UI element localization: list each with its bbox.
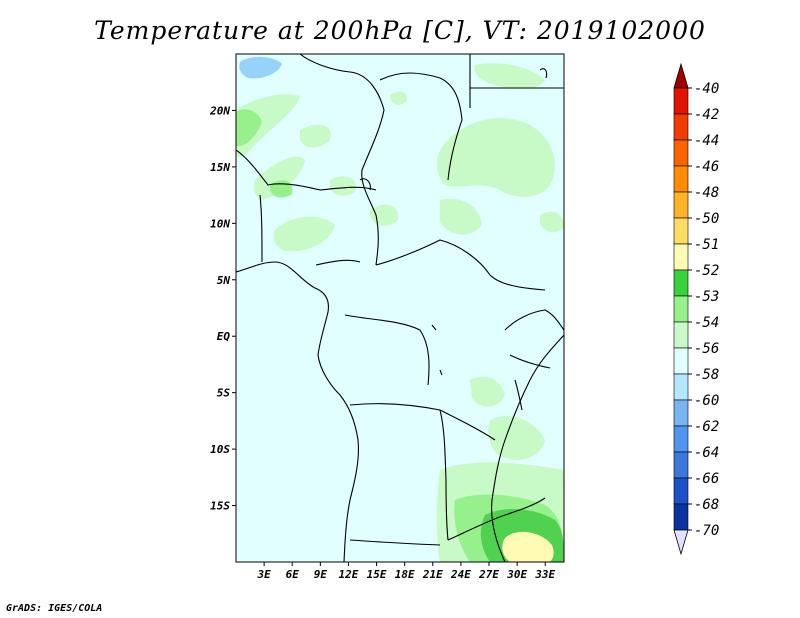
lon-tick-label: 12E <box>339 568 359 581</box>
colorbar-label: -53 <box>694 289 719 305</box>
colorbar-label: -50 <box>694 211 719 227</box>
colorbar-swatch <box>673 87 689 115</box>
lon-tick-label: 27E <box>478 568 499 581</box>
lon-tick-label: 30E <box>506 568 527 581</box>
colorbar-swatch <box>673 243 689 271</box>
lon-tick-label: 33E <box>534 568 555 581</box>
colorbar-label: -44 <box>694 133 719 149</box>
colorbar-swatch <box>673 451 689 479</box>
lat-tick-label: EQ <box>217 330 231 343</box>
lat-tick-label: 20N <box>209 104 230 117</box>
colorbar-label: -46 <box>694 159 719 175</box>
lat-tick-label: 10N <box>210 217 230 230</box>
colorbar-swatch <box>673 191 689 219</box>
colorbar-bottom-cap <box>673 529 689 556</box>
colorbar-swatch <box>673 217 689 245</box>
colorbar-label: -68 <box>694 497 719 513</box>
lon-tick-label: 21E <box>422 568 443 581</box>
lat-tick-label: 10S <box>210 443 230 456</box>
colorbar-top-cap <box>673 62 689 89</box>
lon-tick-label: 24E <box>450 568 471 581</box>
field-patch-cold <box>239 56 282 79</box>
colorbar-label: -48 <box>694 185 719 201</box>
colorbar-swatch <box>673 477 689 505</box>
lon-tick-label: 3E <box>256 568 271 581</box>
lat-tick-label: 15S <box>210 500 230 513</box>
chart-title: Temperature at 200hPa [C], VT: 201910200… <box>94 16 706 45</box>
colorbar-label: -64 <box>694 445 719 461</box>
colorbar-swatch <box>673 113 689 141</box>
temperature-field <box>236 54 564 562</box>
colorbar-swatch <box>673 347 689 375</box>
colorbar-label: -56 <box>694 341 719 357</box>
lon-tick-label: 15E <box>367 568 387 581</box>
colorbar-swatch <box>673 373 689 401</box>
colorbar-swatch <box>673 503 689 531</box>
lon-tick-label: 6E <box>286 568 300 581</box>
lon-tick-label: 18E <box>395 568 415 581</box>
colorbar: -40 -42 -44 -46 -48 -50 -51 -52 -53 -54 -56 -58 -60 -… <box>673 62 719 556</box>
colorbar-swatch <box>673 399 689 427</box>
map-frame <box>235 53 565 563</box>
field-level-51-patch <box>502 531 554 562</box>
lat-tick-label: 5S <box>217 387 231 400</box>
lat-tick-label: 15N <box>210 161 230 174</box>
colorbar-label: -60 <box>694 393 719 409</box>
colorbar-swatch <box>673 295 689 323</box>
colorbar-swatch <box>673 321 689 349</box>
coastlines-and-borders <box>236 54 564 562</box>
colorbar-swatch <box>673 425 689 453</box>
colorbar-label: -66 <box>694 471 719 487</box>
colorbar-swatch <box>673 139 689 167</box>
colorbar-label: -40 <box>694 81 719 97</box>
lon-tick-label: 9E <box>314 568 328 581</box>
longitude-ticks: 3E 6E 9E 12E 15E 18E 21E 24E 27E 30E 33E <box>256 562 556 581</box>
colorbar-swatch <box>673 165 689 193</box>
colorbar-swatch <box>673 269 689 297</box>
footer-credit: GrADS: IGES/COLA <box>6 603 103 614</box>
colorbar-label: -58 <box>694 367 719 383</box>
colorbar-label: -51 <box>694 237 719 253</box>
colorbar-label: -62 <box>694 419 719 435</box>
lat-tick-label: 5N <box>217 274 231 287</box>
colorbar-label: -54 <box>694 315 719 331</box>
colorbar-label: -52 <box>694 263 719 279</box>
latitude-ticks: 20N 15N 10N 5N EQ 5S 10S 15S <box>209 104 236 513</box>
colorbar-label: -70 <box>694 523 719 539</box>
colorbar-label: -42 <box>694 107 719 123</box>
